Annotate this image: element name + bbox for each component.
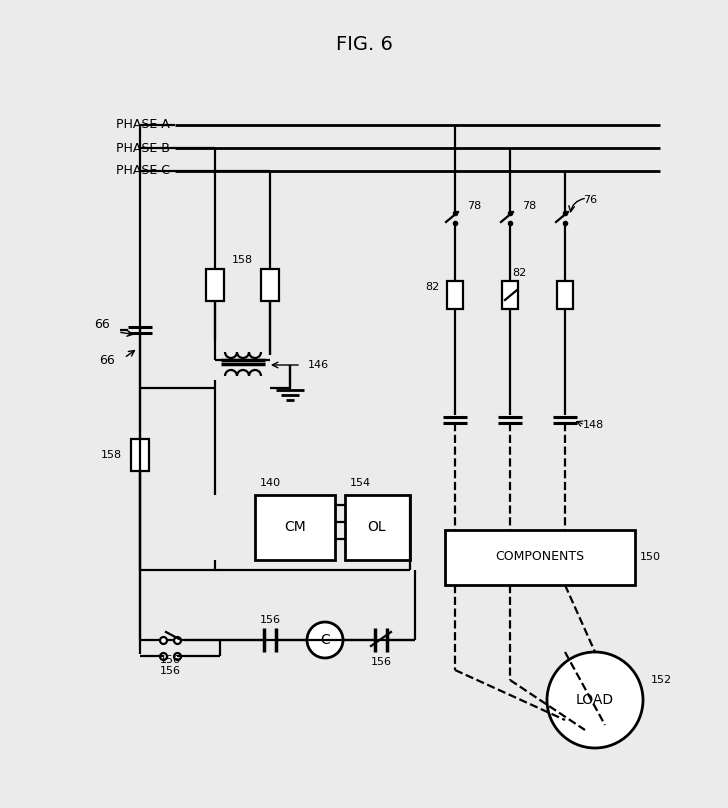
Text: 150: 150 — [640, 552, 661, 562]
Bar — [131, 439, 149, 471]
Text: FIG. 6: FIG. 6 — [336, 36, 392, 54]
Bar — [502, 281, 518, 309]
Text: OL: OL — [368, 520, 387, 534]
Bar — [261, 269, 279, 301]
Text: 140: 140 — [260, 478, 281, 488]
Text: PHASE B: PHASE B — [116, 141, 170, 154]
Text: LOAD: LOAD — [576, 693, 614, 707]
Circle shape — [307, 622, 343, 658]
Text: PHASE A: PHASE A — [116, 119, 170, 132]
Text: 158: 158 — [232, 255, 253, 265]
Bar — [206, 269, 224, 301]
Text: C: C — [320, 633, 330, 647]
Bar — [445, 530, 635, 585]
Text: PHASE C: PHASE C — [116, 165, 170, 178]
Text: 66: 66 — [94, 318, 110, 331]
Text: 66: 66 — [99, 354, 115, 367]
Bar — [447, 281, 463, 309]
Bar — [345, 495, 410, 560]
Text: 146: 146 — [308, 360, 329, 370]
Text: 148: 148 — [583, 420, 604, 430]
Bar — [255, 495, 335, 560]
Text: 78: 78 — [467, 201, 481, 211]
Text: 156: 156 — [259, 615, 280, 625]
Text: 156: 156 — [159, 666, 181, 676]
Bar — [557, 281, 573, 309]
Text: 152: 152 — [651, 675, 672, 685]
Text: 156: 156 — [371, 657, 392, 667]
Text: 158: 158 — [101, 450, 122, 460]
Text: CM: CM — [284, 520, 306, 534]
Text: COMPONENTS: COMPONENTS — [496, 550, 585, 563]
Text: 76: 76 — [583, 195, 597, 205]
Text: 82: 82 — [424, 282, 439, 292]
Text: 154: 154 — [350, 478, 371, 488]
Text: 156: 156 — [159, 655, 181, 665]
Text: 78: 78 — [522, 201, 537, 211]
Circle shape — [547, 652, 643, 748]
Text: 82: 82 — [512, 268, 526, 278]
